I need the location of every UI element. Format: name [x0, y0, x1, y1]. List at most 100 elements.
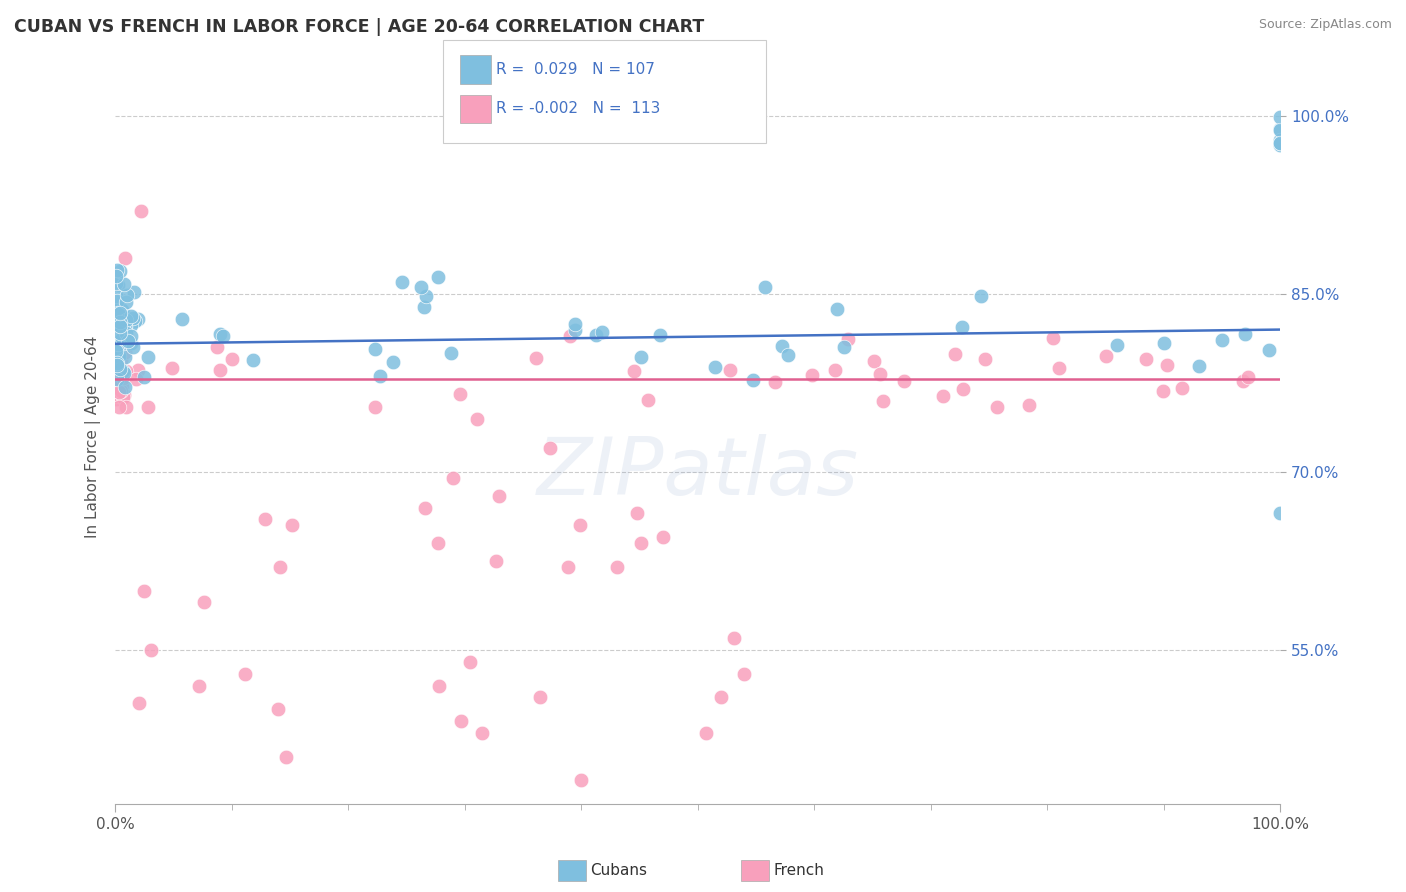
Point	[427, 536, 450, 550]
Point	[837, 332, 859, 346]
Point	[105, 344, 128, 359]
Text: ZIPatlas: ZIPatlas	[537, 434, 859, 512]
Point	[111, 331, 134, 345]
Point	[105, 372, 128, 386]
Point	[105, 388, 128, 402]
Point	[105, 301, 128, 315]
Point	[441, 471, 464, 485]
Point	[110, 384, 132, 399]
Point	[1232, 374, 1254, 388]
Point	[105, 269, 128, 284]
Point	[111, 302, 134, 317]
Point	[1188, 359, 1211, 374]
Point	[105, 358, 128, 372]
Point	[105, 334, 128, 349]
Point	[274, 749, 297, 764]
Point	[235, 666, 257, 681]
Point	[112, 277, 135, 292]
Point	[108, 311, 131, 326]
Point	[117, 335, 139, 350]
Point	[623, 364, 645, 378]
Text: R =  0.029   N = 107: R = 0.029 N = 107	[496, 62, 655, 77]
Point	[105, 385, 128, 400]
Point	[950, 320, 973, 334]
Point	[1270, 110, 1292, 124]
Point	[413, 500, 436, 515]
Point	[107, 369, 129, 384]
Point	[107, 278, 129, 293]
Point	[120, 310, 142, 324]
Point	[110, 334, 132, 349]
Point	[105, 371, 128, 385]
Point	[105, 359, 128, 374]
Point	[825, 301, 848, 316]
Point	[136, 400, 159, 414]
Point	[108, 319, 131, 334]
Point	[105, 345, 128, 359]
Point	[105, 343, 128, 357]
Point	[107, 385, 129, 400]
Point	[105, 340, 128, 354]
Point	[440, 345, 463, 359]
Point	[105, 392, 128, 407]
Point	[742, 373, 765, 387]
Point	[105, 377, 128, 392]
Point	[943, 347, 966, 361]
Point	[122, 285, 145, 299]
Point	[112, 365, 135, 379]
Point	[986, 400, 1008, 414]
Point	[893, 374, 915, 388]
Point	[1270, 136, 1292, 151]
Point	[1156, 358, 1178, 372]
Point	[648, 327, 671, 342]
Point	[122, 310, 145, 325]
Point	[1018, 398, 1040, 412]
Point	[132, 583, 155, 598]
Point	[1135, 351, 1157, 366]
Point	[114, 345, 136, 359]
Point	[111, 379, 134, 393]
Point	[267, 702, 290, 716]
Point	[114, 310, 136, 325]
Point	[564, 317, 586, 331]
Point	[105, 276, 128, 290]
Point	[569, 773, 592, 788]
Point	[449, 387, 471, 401]
Point	[105, 344, 128, 359]
Point	[869, 368, 891, 382]
Point	[105, 376, 128, 391]
Point	[763, 375, 786, 389]
Point	[160, 361, 183, 376]
Point	[122, 340, 145, 354]
Point	[1237, 370, 1260, 384]
Point	[872, 394, 894, 409]
Point	[111, 364, 134, 378]
Point	[107, 336, 129, 351]
Point	[107, 356, 129, 370]
Point	[564, 323, 586, 337]
Point	[105, 343, 128, 358]
Point	[450, 714, 472, 728]
Point	[125, 372, 148, 386]
Point	[1152, 384, 1174, 398]
Point	[112, 318, 135, 332]
Point	[970, 289, 993, 303]
Point	[952, 382, 974, 396]
Point	[538, 441, 561, 455]
Point	[110, 315, 132, 329]
Point	[1211, 334, 1233, 348]
Point	[129, 203, 152, 218]
Point	[1153, 336, 1175, 351]
Point	[626, 507, 648, 521]
Point	[391, 275, 413, 289]
Point	[136, 350, 159, 364]
Point	[112, 388, 135, 402]
Point	[111, 337, 134, 351]
Point	[111, 369, 134, 384]
Point	[704, 360, 727, 375]
Point	[108, 326, 131, 341]
Point	[281, 518, 304, 533]
Text: French: French	[773, 863, 824, 878]
Point	[107, 349, 129, 363]
Point	[973, 351, 995, 366]
